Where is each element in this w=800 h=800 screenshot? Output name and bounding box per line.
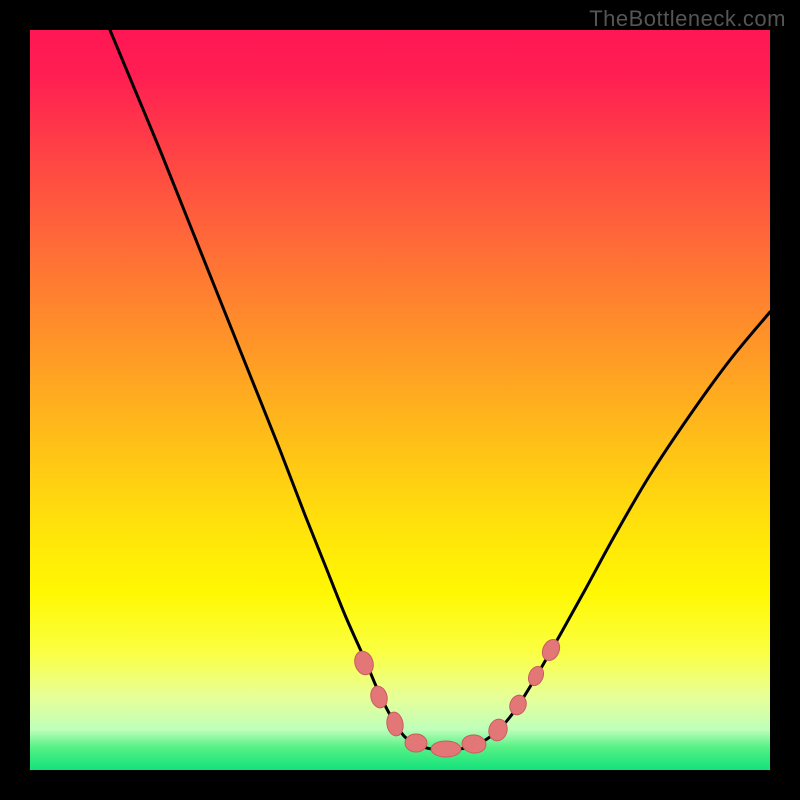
bottleneck-curve-chart bbox=[0, 0, 800, 800]
curve-marker bbox=[431, 741, 461, 757]
curve-marker bbox=[405, 734, 427, 752]
plot-background bbox=[30, 30, 770, 770]
chart-container: { "watermark": { "text": "TheBottleneck.… bbox=[0, 0, 800, 800]
